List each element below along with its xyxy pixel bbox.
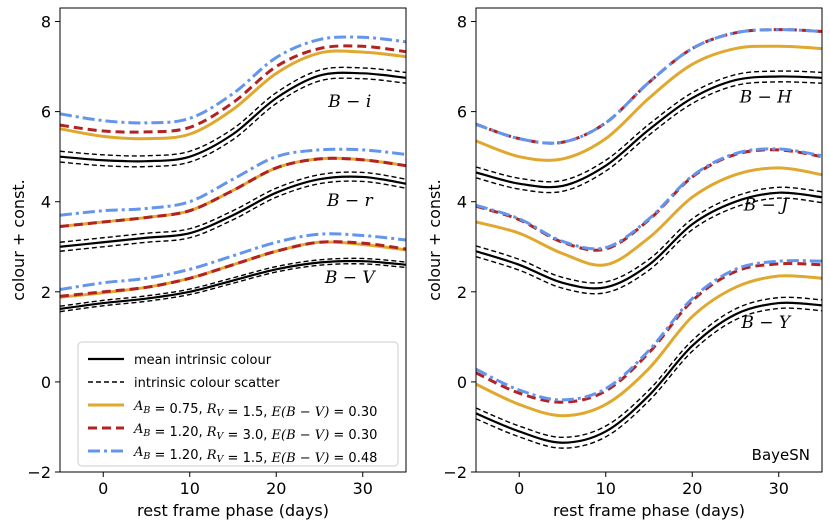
dust-line-0-p0-g0 — [60, 49, 406, 141]
scatter-lower-line-p0-g1 — [60, 180, 406, 252]
y-tick-label: 2 — [457, 283, 467, 302]
mean-line-p0-g2 — [60, 259, 406, 311]
legend-label-dust0: AB = 0.75, RV = 1.5, E(B − V) = 0.30 — [133, 399, 377, 420]
y-tick-label: 6 — [41, 103, 51, 122]
y-tick-label: 0 — [41, 373, 51, 392]
band-label: B − V — [324, 268, 377, 288]
dust-line-0-p1-g2 — [476, 274, 822, 418]
scatter-upper-line-p0-g0 — [60, 66, 406, 157]
plot-area — [60, 35, 406, 313]
mean-line-p1-g2 — [476, 301, 822, 444]
plot-area — [476, 28, 822, 449]
y-tick-label: 4 — [457, 193, 467, 212]
scatter-lower-line-p1-g0 — [476, 81, 822, 194]
dust-line-0-p1-g0 — [476, 44, 822, 162]
dust-line-1-p1-g2 — [476, 262, 822, 404]
scatter-upper-line-p1-g2 — [476, 296, 822, 439]
y-tick-label: −2 — [443, 463, 467, 482]
band-label: B − H — [739, 88, 794, 108]
dust-line-1-p0-g2 — [60, 240, 406, 298]
dust-line-2-p0-g2 — [60, 232, 406, 292]
x-tick-label: 20 — [682, 479, 702, 498]
scatter-lower-line-p0-g2 — [60, 263, 406, 313]
dust-line-1-p1-g1 — [476, 148, 822, 252]
x-tick-label: 10 — [596, 479, 616, 498]
band-label: B − Y — [740, 313, 792, 333]
y-tick-label: 8 — [41, 13, 51, 32]
scatter-upper-line-p0-g1 — [60, 171, 406, 243]
dust-line-2-p0-g1 — [60, 147, 406, 217]
y-tick-label: 0 — [457, 373, 467, 392]
x-tick-label: 20 — [266, 479, 286, 498]
scatter-lower-line-p1-g2 — [476, 307, 822, 449]
dust-line-2-p1-g2 — [476, 259, 822, 402]
legend-label-dust2: AB = 1.20, RV = 1.5, E(B − V) = 0.48 — [133, 445, 377, 466]
x-tick-label: 30 — [353, 479, 373, 498]
x-tick-label: 0 — [514, 479, 524, 498]
x-axis-label: rest frame phase (days) — [137, 501, 329, 520]
scatter-lower-line-p1-g1 — [476, 197, 822, 295]
mean-line-p1-g0 — [476, 75, 822, 189]
bayesn-annotation: BayeSN — [752, 446, 810, 464]
dust-line-1-p0-g0 — [60, 44, 406, 134]
left-panel: 0 10 20 30 −2 0 2 4 6 8 rest frame phase (days) col… — [9, 7, 407, 520]
band-label: B − J — [743, 196, 790, 216]
legend-label-scatter: intrinsic colour scatter — [134, 376, 280, 391]
mean-line-p0-g0 — [60, 71, 406, 163]
dust-line-2-p1-g1 — [476, 147, 822, 251]
mean-line-p1-g1 — [476, 191, 822, 290]
y-tick-label: 4 — [41, 193, 51, 212]
legend: mean intrinsic colour intrinsic colour sc… — [77, 341, 399, 467]
axes-frame — [59, 7, 407, 473]
y-tick-label: 8 — [457, 13, 467, 32]
legend-box — [77, 341, 399, 467]
y-tick-label: 2 — [41, 283, 51, 302]
legend-label-mean: mean intrinsic colour — [134, 353, 272, 368]
scatter-upper-line-p1-g0 — [476, 70, 822, 183]
band-label: B − i — [327, 92, 371, 112]
y-axis-label: colour + const. — [9, 179, 28, 301]
x-tick-label: 30 — [769, 479, 789, 498]
band-label: B − r — [326, 191, 374, 211]
dust-line-2-p0-g0 — [60, 35, 406, 125]
x-tick-label: 10 — [180, 479, 200, 498]
axes-frame — [475, 7, 823, 473]
dust-line-1-p0-g1 — [60, 156, 406, 228]
scatter-upper-line-p0-g2 — [60, 257, 406, 307]
scatter-upper-line-p1-g1 — [476, 186, 822, 284]
right-panel: 0 10 20 30 −2 0 2 4 6 8 rest frame phase (days) col… — [425, 7, 823, 520]
y-axis-label: colour + const. — [425, 179, 444, 301]
x-tick-label: 0 — [98, 479, 108, 498]
x-axis-label: rest frame phase (days) — [553, 501, 745, 520]
legend-label-dust1: AB = 1.20, RV = 3.0, E(B − V) = 0.30 — [133, 422, 377, 443]
y-tick-label: −2 — [27, 463, 51, 482]
mean-line-p0-g1 — [60, 175, 406, 248]
y-tick-label: 6 — [457, 103, 467, 122]
dust-line-0-p1-g1 — [476, 166, 822, 267]
dust-line-2-p1-g0 — [476, 28, 822, 145]
scatter-lower-line-p0-g0 — [60, 77, 406, 168]
